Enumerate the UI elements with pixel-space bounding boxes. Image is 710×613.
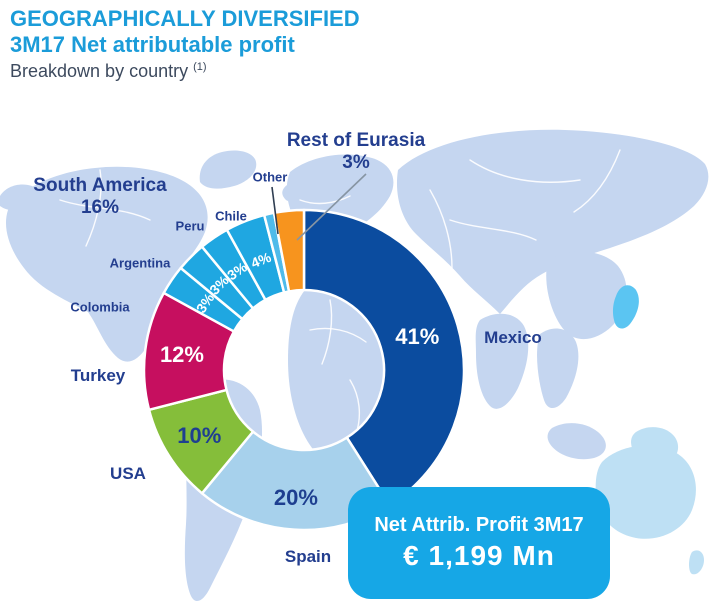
pct-label-usa: 10% <box>177 423 222 449</box>
pct-label-mexico: 41% <box>395 324 440 350</box>
label-usa: USA <box>110 464 146 483</box>
slice-spain <box>200 430 391 532</box>
label-colombia: Colombia <box>70 299 130 315</box>
label-spain: Spain <box>284 547 332 566</box>
group-label-value: 3% <box>342 152 370 173</box>
label-mexico: Mexico <box>484 328 542 347</box>
header: GEOGRAPHICALLY DIVERSIFIED 3M17 Net attr… <box>10 6 360 82</box>
net-profit-callout: Net Attrib. Profit 3M17 € 1,199 Mn <box>348 487 610 599</box>
map-india <box>475 313 529 409</box>
group-label-rest-of-eurasia: Rest of Eurasia 3% <box>287 130 425 174</box>
callout-value: € 1,199 Mn <box>403 540 555 571</box>
footnote-marker: (1) <box>193 60 207 73</box>
group-label-south-america: South America 16% <box>33 175 166 219</box>
map-korea <box>594 296 610 317</box>
title-line-1: GEOGRAPHICALLY DIVERSIFIED <box>10 6 360 31</box>
label-other: Other <box>252 169 288 185</box>
map-country-borders <box>59 149 621 435</box>
map-asia <box>396 129 709 314</box>
callout-label: Net Attrib. Profit 3M17 <box>374 514 584 536</box>
label-peru: Peru <box>175 218 205 234</box>
pct-label-turkey: 12% <box>159 341 204 367</box>
map-indonesia <box>547 423 606 460</box>
label-argentina: Argentina <box>109 255 171 271</box>
leader-line-1 <box>296 173 367 241</box>
group-label-value: 16% <box>80 197 120 218</box>
map-new-zealand <box>689 550 704 575</box>
map-uk <box>282 182 300 202</box>
label-turkey: Turkey <box>70 366 126 385</box>
map-greenland <box>199 150 257 189</box>
map-japan <box>612 285 639 329</box>
map-indochina <box>537 328 579 409</box>
subtitle: Breakdown by country (1) <box>10 60 207 81</box>
label-chile: Chile <box>215 208 247 224</box>
leader-line-0 <box>271 186 279 235</box>
slice-mexico <box>302 208 466 507</box>
page-title: GEOGRAPHICALLY DIVERSIFIED 3M17 Net attr… <box>10 6 360 58</box>
map-east-china <box>546 251 627 340</box>
slice-rest-of-eurasia <box>272 208 306 293</box>
pct-label-spain: 20% <box>273 484 318 510</box>
title-line-2: 3M17 Net attributable profit <box>10 31 295 57</box>
group-label-text: Rest of Eurasia <box>286 130 426 152</box>
map-australia <box>595 445 696 539</box>
group-label-text: South America <box>33 175 167 197</box>
